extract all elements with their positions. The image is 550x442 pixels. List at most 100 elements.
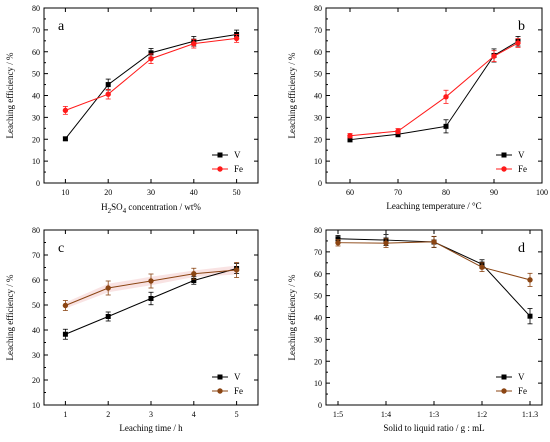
data-point-circle — [347, 133, 353, 139]
data-point-circle — [191, 40, 197, 47]
y-axis-label: Leaching efficiency / % — [287, 274, 297, 361]
x-tick-label: 1:5 — [333, 410, 343, 419]
y-tick-label: 80 — [32, 226, 40, 235]
x-axis-label: Leaching time / h — [119, 423, 183, 433]
series-Fe — [62, 262, 240, 311]
data-point-circle — [515, 40, 521, 46]
panel-letter: b — [518, 19, 525, 34]
plot-frame — [43, 7, 259, 184]
x-tick-label: 40 — [190, 188, 198, 197]
x-tick-label: 1:2 — [477, 410, 487, 419]
y-tick-label: 50 — [32, 301, 40, 310]
legend-label: Fe — [518, 164, 527, 174]
data-point-circle — [191, 271, 197, 277]
y-tick-label: 50 — [32, 70, 40, 79]
data-point-circle — [233, 35, 240, 42]
x-tick-label: 80 — [442, 188, 450, 197]
series-Fe — [335, 235, 533, 287]
x-tick-label: 60 — [346, 188, 354, 197]
x-label-part: SO — [111, 202, 123, 212]
y-tick-label: 20 — [314, 135, 322, 144]
x-tick-label: 90 — [490, 188, 498, 197]
series-V — [335, 234, 533, 325]
data-point-circle — [383, 240, 389, 246]
data-point-circle — [491, 53, 497, 59]
x-axis-label: H2SO4 concentration / wt% — [101, 202, 201, 215]
x-tick-label: 50 — [233, 188, 241, 197]
y-tick-label: 40 — [32, 326, 40, 335]
data-point-circle — [527, 277, 533, 283]
legend-marker-circle — [217, 166, 223, 172]
y-tick-label: 0 — [318, 401, 322, 410]
x-label-subscript: 2 — [108, 207, 112, 215]
y-tick-label: 60 — [314, 270, 322, 279]
panel-d: 0 10 20 30 40 50 60 70 80 1:5 1:4 1:3 1:2 1:1.3 Solid … — [287, 226, 543, 433]
legend-marker-square — [217, 152, 223, 158]
data-point-square — [527, 313, 533, 319]
legend-label: V — [518, 372, 525, 382]
y-tick-label: 30 — [314, 335, 322, 344]
legend-marker-circle — [501, 388, 507, 394]
panel-letter: a — [58, 19, 65, 34]
panel-a: 0 10 20 30 40 50 60 70 80 10 20 30 40 50 H2SO4 concent… — [5, 4, 259, 215]
data-point-square — [148, 296, 154, 301]
data-point-square — [148, 50, 154, 56]
panel-letter: c — [58, 241, 64, 256]
y-axis-label: Leaching efficiency / % — [287, 52, 297, 139]
y-tick-label: 70 — [314, 26, 322, 35]
legend-marker-circle — [217, 388, 223, 394]
y-tick-label: 20 — [32, 135, 40, 144]
x-label-part: concentration / wt% — [126, 202, 201, 212]
y-axis-label: Leaching efficiency / % — [5, 52, 15, 139]
plot-frame — [325, 229, 543, 406]
x-tick-label: 20 — [104, 188, 112, 197]
y-tick-label: 60 — [32, 48, 40, 57]
y-tick-label: 0 — [36, 179, 40, 188]
panel-b: 0 10 20 30 40 50 60 70 80 60 70 80 90 100 Leaching tem… — [287, 4, 548, 211]
x-tick-label: 2 — [106, 410, 110, 419]
data-point-circle — [443, 94, 449, 100]
data-point-circle — [148, 56, 154, 62]
legend-label: Fe — [234, 386, 243, 396]
x-tick-label: 70 — [394, 188, 402, 197]
data-point-square — [105, 314, 111, 319]
legend-marker-circle — [501, 166, 507, 172]
y-tick-label: 30 — [32, 351, 40, 360]
legend-label: Fe — [518, 386, 527, 396]
series-V — [347, 36, 521, 143]
series-Fe — [62, 34, 240, 115]
legend-label: Fe — [234, 164, 243, 174]
data-point-circle — [105, 285, 111, 291]
series-Fe — [347, 38, 521, 139]
y-tick-label: 0 — [318, 179, 322, 188]
data-point-circle — [233, 267, 240, 273]
data-point-square — [335, 236, 341, 242]
data-point-square — [62, 136, 68, 142]
y-tick-label: 10 — [32, 401, 40, 410]
panel-letter: d — [518, 241, 525, 256]
series-V — [62, 29, 240, 142]
series-line — [337, 238, 531, 317]
y-axis-label: Leaching efficiency / % — [5, 274, 15, 361]
x-tick-label: 1:3 — [429, 410, 439, 419]
x-tick-label: 1:1.3 — [522, 410, 538, 419]
data-point-circle — [479, 264, 485, 270]
legend-marker-square — [501, 152, 507, 158]
x-tick-label: 3 — [149, 410, 153, 419]
data-point-square — [191, 278, 197, 283]
plot-frame — [43, 229, 259, 406]
data-point-circle — [431, 239, 437, 245]
legend-marker-square — [501, 374, 507, 380]
data-point-circle — [62, 302, 69, 309]
y-tick-label: 70 — [314, 248, 322, 257]
y-tick-label: 10 — [32, 157, 40, 166]
y-tick-label: 20 — [32, 376, 40, 385]
y-tick-label: 20 — [314, 357, 322, 366]
legend-label: V — [234, 372, 241, 382]
legend-label: V — [234, 150, 241, 160]
x-tick-label: 4 — [192, 410, 196, 419]
legend-marker-square — [217, 374, 223, 380]
y-tick-label: 70 — [32, 26, 40, 35]
x-tick-label: 100 — [536, 188, 548, 197]
